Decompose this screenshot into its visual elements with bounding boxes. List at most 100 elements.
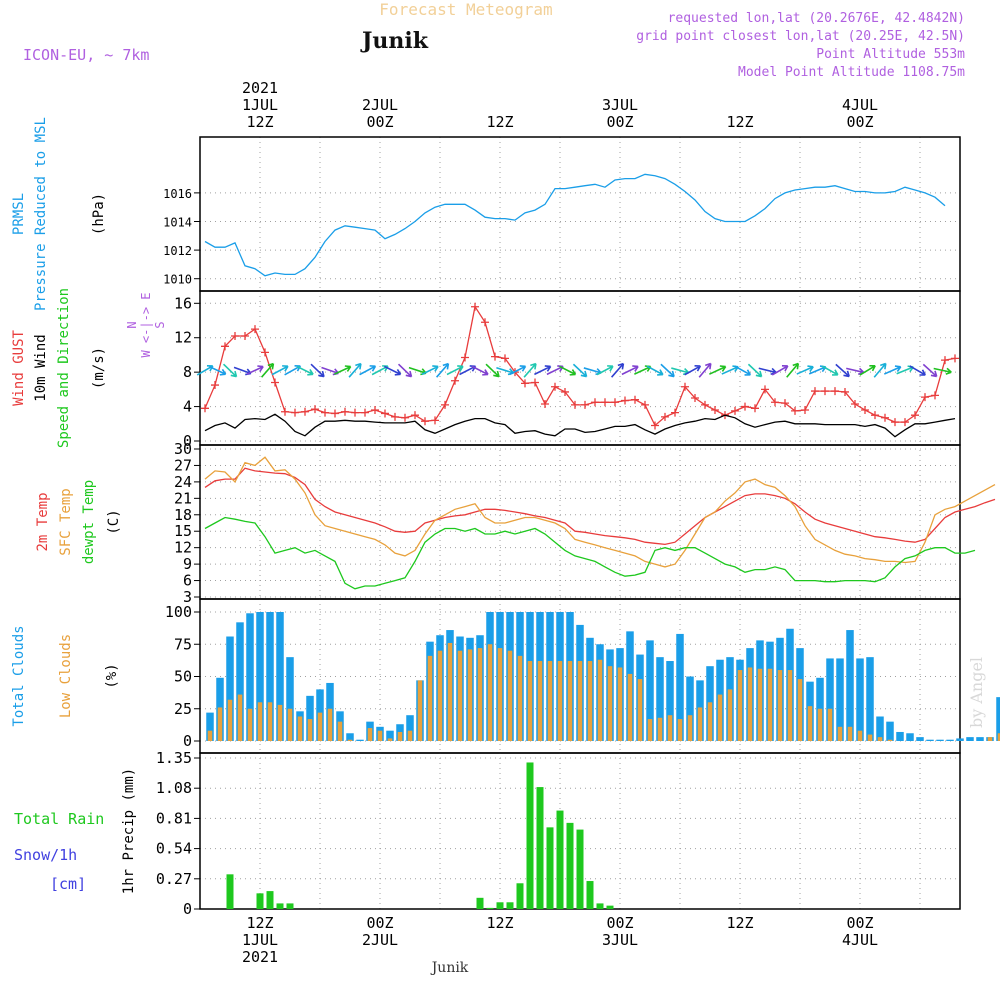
- gust-point: [431, 416, 439, 425]
- clouds-panel: 0 25 50 75 100 Total Clouds Low Clouds (%): [11, 598, 1000, 754]
- wind-arrow: [684, 365, 702, 376]
- bar-total-rain: [566, 822, 574, 909]
- gust-point: [931, 391, 939, 400]
- wind-arrow-shape: [684, 365, 702, 376]
- bar-total-clouds: [886, 721, 894, 741]
- bar-low-clouds: [877, 737, 883, 741]
- footer-location: Junik: [430, 960, 469, 976]
- bar-low-clouds: [647, 719, 653, 741]
- gust-point: [461, 353, 469, 362]
- gust-point: [271, 378, 279, 387]
- bar-low-clouds: [677, 719, 683, 741]
- gust-point: [251, 325, 259, 334]
- wind-arrow: [796, 365, 814, 375]
- bar-total-rain: [576, 829, 584, 909]
- precipitation-panel: 0 0.27 0.54 0.81 1.08 1.35 Total Rain Snow/1h [c…: [14, 749, 961, 918]
- bar-total-clouds: [846, 630, 854, 741]
- top-time-label: 12Z: [726, 113, 753, 131]
- wind-arrow: [534, 365, 552, 376]
- bar-low-clouds: [887, 739, 893, 741]
- bar-total-rain: [496, 902, 504, 909]
- wind-arrow: [246, 365, 264, 375]
- bar-low-clouds: [627, 673, 633, 741]
- y-tick-label: 1014: [163, 215, 192, 229]
- gust-point: [281, 407, 289, 416]
- gust-point: [231, 332, 239, 341]
- bar-low-clouds: [857, 730, 863, 741]
- wind-arrow-shape: [334, 365, 352, 375]
- top-time-label: 4JUL: [842, 96, 878, 114]
- gust-point: [761, 385, 769, 394]
- y-tick-label: 1016: [163, 187, 192, 201]
- bar-total-clouds: [386, 730, 394, 741]
- gust-point: [571, 400, 579, 409]
- bar-low-clouds: [497, 648, 503, 741]
- bottom-time-label: 2JUL: [362, 931, 398, 949]
- wind-arrow: [596, 365, 614, 376]
- y-tick-label: 24: [174, 473, 192, 491]
- wind-arrow-shape: [534, 365, 552, 376]
- gust-point: [901, 418, 909, 427]
- point-altitude: Point Altitude 553m: [816, 47, 965, 62]
- gust-point: [541, 399, 549, 408]
- gust-point: [891, 418, 899, 427]
- bar-low-clouds: [687, 715, 693, 741]
- bar-low-clouds: [477, 648, 483, 741]
- wind-arrow: [660, 363, 675, 378]
- bar-total-rain: [606, 905, 614, 909]
- wind-arrow-shape: [734, 365, 752, 376]
- wind-arrow-shape: [698, 362, 712, 378]
- bar-low-clouds: [387, 738, 393, 741]
- y-tick-label: 27: [174, 456, 192, 474]
- bottom-time-label: 12Z: [246, 914, 273, 932]
- bar-low-clouds: [717, 694, 723, 741]
- wind-arrow-shape: [796, 365, 814, 375]
- bar-total-rain: [556, 810, 564, 909]
- bar-low-clouds: [617, 667, 623, 741]
- wind-arrow-shape: [384, 365, 402, 376]
- bar-low-clouds: [997, 733, 1000, 741]
- y-tick-label: 0: [183, 432, 192, 450]
- bar-total-clouds: [936, 739, 944, 741]
- wind-arrow-shape: [359, 365, 377, 376]
- gust-point: [361, 408, 369, 417]
- ylabel-line: Pressure Reduced to MSL: [33, 117, 49, 311]
- bar-low-clouds: [227, 699, 233, 741]
- gust-point: [491, 352, 499, 361]
- bottom-time-label: 00Z: [606, 914, 633, 932]
- wind-panel: 0 4 8 12 16 Wind GUST 10m Wind Speed and Direct…: [11, 288, 961, 450]
- gust-point: [331, 409, 339, 418]
- gust-point: [581, 400, 589, 409]
- bar-low-clouds: [417, 680, 423, 741]
- wind-arrow: [485, 363, 500, 378]
- wind-arrow: [296, 365, 314, 376]
- bar-low-clouds: [427, 655, 433, 741]
- bar-low-clouds: [337, 721, 343, 741]
- gust-point: [701, 400, 709, 409]
- wind-arrow-shape: [296, 365, 314, 376]
- top-time-label: 2021: [242, 79, 278, 97]
- bar-total-clouds: [856, 658, 864, 741]
- bar-low-clouds: [697, 707, 703, 741]
- bar-total-clouds: [406, 715, 414, 741]
- wind-arrow-shape: [922, 363, 938, 378]
- gust-point: [711, 406, 719, 415]
- gust-point: [821, 387, 829, 396]
- wind-arrow-shape: [196, 365, 214, 376]
- bar-low-clouds: [487, 644, 493, 741]
- gust-point: [421, 417, 429, 426]
- bar-total-clouds: [876, 716, 884, 741]
- y-tick-label: 3: [183, 588, 192, 606]
- gust-point: [811, 387, 819, 396]
- bar-total-clouds: [826, 658, 834, 741]
- gust-point: [651, 421, 659, 430]
- top-time-label: 3JUL: [602, 96, 638, 114]
- bar-low-clouds: [247, 708, 253, 741]
- bar-total-clouds: [916, 737, 924, 741]
- gust-point: [881, 413, 889, 422]
- wind-arrow-shape: [310, 363, 325, 378]
- y-tick-label: 9: [183, 555, 192, 573]
- bar-total-rain: [526, 762, 534, 909]
- bar-low-clouds: [557, 661, 563, 741]
- wind-arrow: [786, 362, 800, 378]
